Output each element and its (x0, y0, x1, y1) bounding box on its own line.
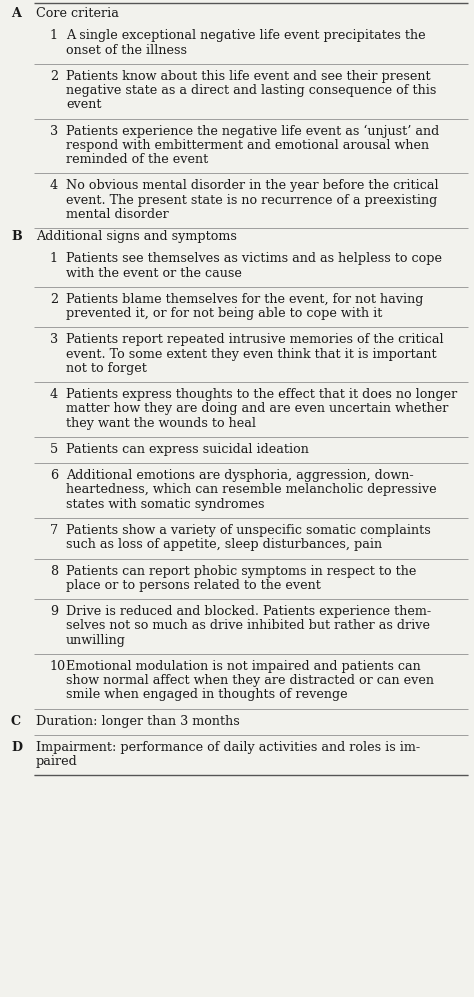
Text: 2: 2 (50, 293, 58, 306)
Text: 3: 3 (50, 125, 58, 138)
Text: event. The present state is no recurrence of a preexisting: event. The present state is no recurrenc… (66, 193, 437, 206)
Text: mental disorder: mental disorder (66, 207, 169, 221)
Text: 10: 10 (50, 660, 66, 673)
Text: unwilling: unwilling (66, 633, 126, 647)
Text: Patients express thoughts to the effect that it does no longer: Patients express thoughts to the effect … (66, 388, 457, 401)
Text: B: B (11, 230, 22, 243)
Text: they want the wounds to heal: they want the wounds to heal (66, 417, 256, 430)
Text: 4: 4 (50, 179, 58, 192)
Text: Emotional modulation is not impaired and patients can: Emotional modulation is not impaired and… (66, 660, 421, 673)
Text: 4: 4 (50, 388, 58, 401)
Text: 6: 6 (50, 470, 58, 483)
Text: Patients can report phobic symptoms in respect to the: Patients can report phobic symptoms in r… (66, 564, 416, 577)
Text: show normal affect when they are distracted or can even: show normal affect when they are distrac… (66, 674, 434, 687)
Text: respond with embitterment and emotional arousal when: respond with embitterment and emotional … (66, 139, 429, 152)
Text: prevented it, or for not being able to cope with it: prevented it, or for not being able to c… (66, 307, 383, 320)
Text: 8: 8 (50, 564, 58, 577)
Text: Patients report repeated intrusive memories of the critical: Patients report repeated intrusive memor… (66, 333, 444, 346)
Text: C: C (11, 715, 21, 728)
Text: heartedness, which can resemble melancholic depressive: heartedness, which can resemble melancho… (66, 484, 437, 497)
Text: 1: 1 (50, 252, 58, 265)
Text: Core criteria: Core criteria (36, 7, 119, 20)
Text: smile when engaged in thoughts of revenge: smile when engaged in thoughts of reveng… (66, 688, 347, 701)
Text: with the event or the cause: with the event or the cause (66, 266, 242, 279)
Text: 5: 5 (50, 443, 58, 456)
Text: 2: 2 (50, 70, 58, 83)
Text: Additional emotions are dysphoria, aggression, down-: Additional emotions are dysphoria, aggre… (66, 470, 414, 483)
Text: Duration: longer than 3 months: Duration: longer than 3 months (36, 715, 240, 728)
Text: 9: 9 (50, 605, 58, 618)
Text: Drive is reduced and blocked. Patients experience them-: Drive is reduced and blocked. Patients e… (66, 605, 431, 618)
Text: 1: 1 (50, 29, 58, 42)
Text: place or to persons related to the event: place or to persons related to the event (66, 579, 321, 592)
Text: paired: paired (36, 755, 78, 768)
Text: Additional signs and symptoms: Additional signs and symptoms (36, 230, 237, 243)
Text: states with somatic syndromes: states with somatic syndromes (66, 498, 264, 510)
Text: A single exceptional negative life event precipitates the: A single exceptional negative life event… (66, 29, 426, 42)
Text: Patients experience the negative life event as ‘unjust’ and: Patients experience the negative life ev… (66, 125, 439, 138)
Text: negative state as a direct and lasting consequence of this: negative state as a direct and lasting c… (66, 84, 437, 97)
Text: No obvious mental disorder in the year before the critical: No obvious mental disorder in the year b… (66, 179, 438, 192)
Text: 7: 7 (50, 524, 58, 537)
Text: event: event (66, 99, 101, 112)
Text: Patients show a variety of unspecific somatic complaints: Patients show a variety of unspecific so… (66, 524, 431, 537)
Text: matter how they are doing and are even uncertain whether: matter how they are doing and are even u… (66, 403, 448, 416)
Text: D: D (11, 741, 22, 754)
Text: event. To some extent they even think that it is important: event. To some extent they even think th… (66, 348, 437, 361)
Text: 3: 3 (50, 333, 58, 346)
Text: such as loss of appetite, sleep disturbances, pain: such as loss of appetite, sleep disturba… (66, 538, 382, 551)
Text: Patients know about this life event and see their present: Patients know about this life event and … (66, 70, 430, 83)
Text: not to forget: not to forget (66, 362, 147, 375)
Text: Patients see themselves as victims and as helpless to cope: Patients see themselves as victims and a… (66, 252, 442, 265)
Text: selves not so much as drive inhibited but rather as drive: selves not so much as drive inhibited bu… (66, 619, 430, 632)
Text: Patients blame themselves for the event, for not having: Patients blame themselves for the event,… (66, 293, 423, 306)
Text: onset of the illness: onset of the illness (66, 44, 187, 57)
Text: Patients can express suicidal ideation: Patients can express suicidal ideation (66, 443, 309, 456)
Text: reminded of the event: reminded of the event (66, 154, 208, 166)
Text: A: A (11, 7, 21, 20)
Text: Impairment: performance of daily activities and roles is im-: Impairment: performance of daily activit… (36, 741, 420, 754)
